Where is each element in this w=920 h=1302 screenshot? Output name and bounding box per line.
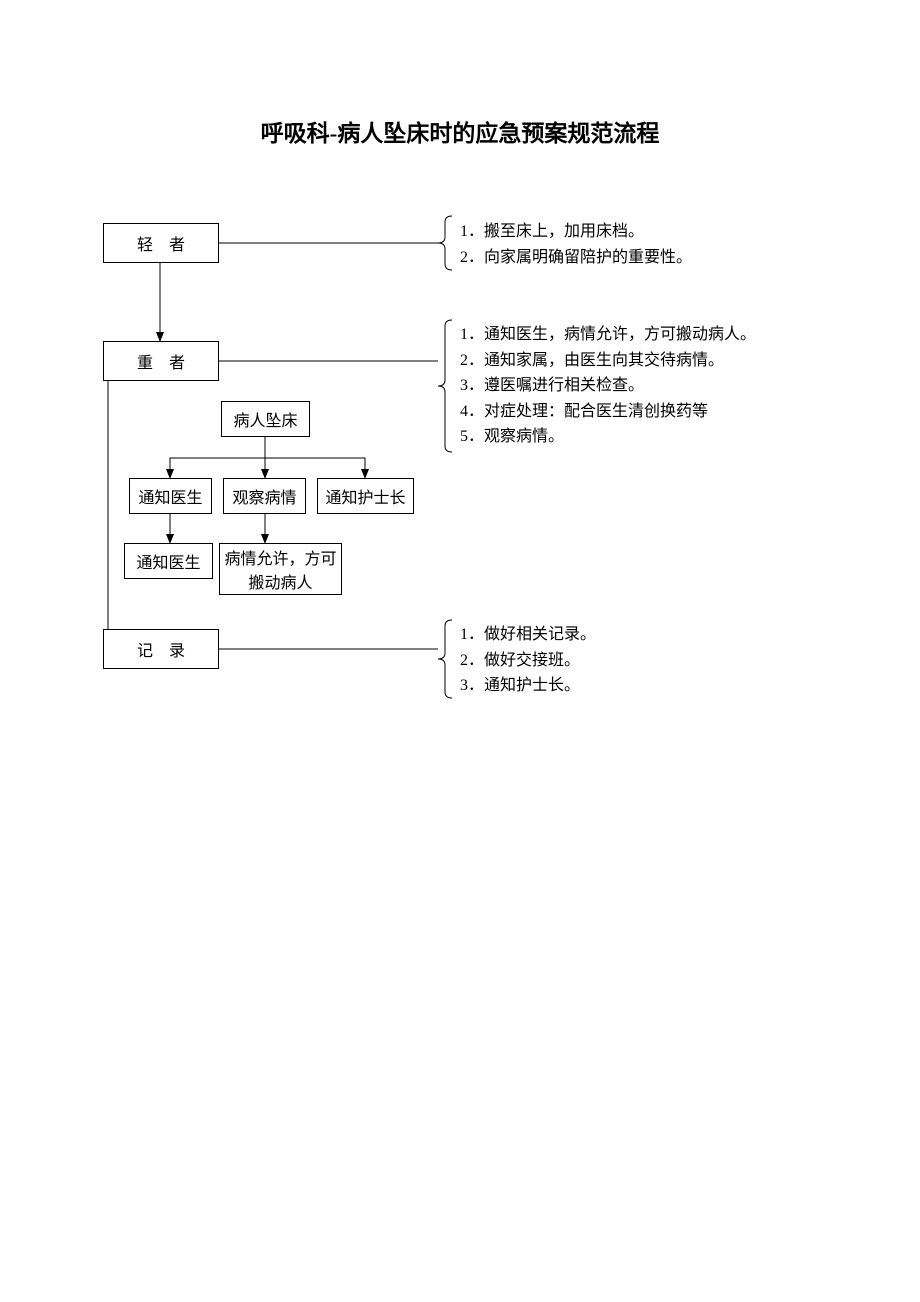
annotation-record: 1．做好相关记录。 2．做好交接班。 3．通知护士长。 (460, 622, 596, 699)
node-record: 记 录 (103, 629, 219, 669)
annotation-light: 1．搬至床上，加用床档。 2．向家属明确留陪护的重要性。 (460, 219, 692, 270)
page-title: 呼吸科-病人坠床时的应急预案规范流程 (0, 114, 920, 148)
node-fall: 病人坠床 (221, 401, 310, 437)
node-notify-doctor-a: 通知医生 (129, 478, 212, 514)
node-light: 轻 者 (103, 223, 219, 263)
node-notify-doctor-b: 通知医生 (124, 543, 213, 579)
node-notify-headnurse: 通知护士长 (317, 478, 414, 514)
node-observe: 观察病情 (223, 478, 306, 514)
node-permitted: 病情允许，方可搬动病人 (219, 543, 342, 595)
annotation-heavy: 1．通知医生，病情允许，方可搬动病人。 2．通知家属，由医生向其交待病情。 3．… (460, 322, 756, 450)
node-heavy: 重 者 (103, 341, 219, 381)
